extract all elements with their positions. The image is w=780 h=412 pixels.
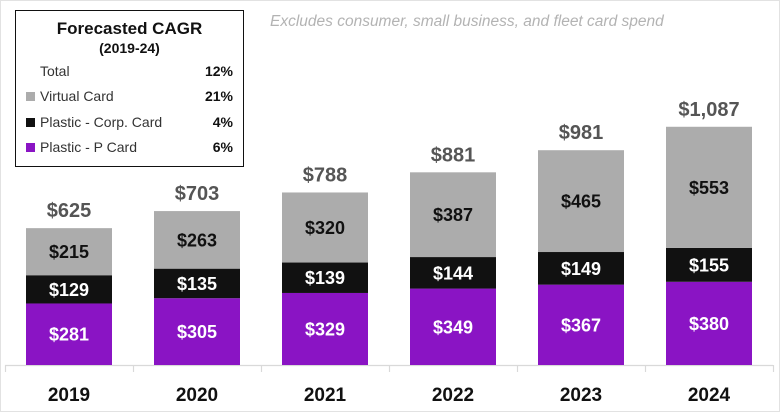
bar-segment-plastic-p-card bbox=[26, 303, 112, 365]
x-axis: 2019 2020 2021 2022 2023 2024 bbox=[4, 364, 775, 406]
total-data-label: $625 bbox=[47, 200, 92, 222]
bar-segment-plastic-corp-card bbox=[282, 262, 368, 293]
legend-label: Virtual Card bbox=[40, 88, 114, 104]
legend-label: Plastic - Corp. Card bbox=[40, 114, 163, 130]
segment-data-label: $149 bbox=[561, 259, 601, 279]
segment-data-label: $281 bbox=[49, 325, 89, 345]
total-data-label: $881 bbox=[431, 144, 476, 166]
segment-data-label: $387 bbox=[433, 205, 473, 225]
bar-segment-virtual-card bbox=[666, 126, 752, 248]
segment-data-label: $144 bbox=[433, 263, 473, 283]
bar-segment-virtual-card bbox=[410, 172, 496, 258]
bar-segment-plastic-corp-card bbox=[410, 257, 496, 289]
legend-swatch-corp-card bbox=[26, 118, 35, 127]
legend-subtitle: (2019-24) bbox=[99, 40, 160, 56]
bar-segment-plastic-p-card bbox=[538, 284, 624, 365]
bar-segment-plastic-corp-card bbox=[154, 268, 240, 299]
segment-data-label: $139 bbox=[305, 268, 345, 288]
total-data-label: $1,087 bbox=[678, 99, 739, 121]
bar-segment-plastic-p-card bbox=[410, 288, 496, 365]
x-tick-label: 2021 bbox=[304, 385, 347, 406]
x-tick-label: 2023 bbox=[560, 385, 602, 406]
bar-segment-plastic-p-card bbox=[154, 298, 240, 365]
segment-data-label: $155 bbox=[689, 255, 729, 275]
legend-swatch-virtual-card bbox=[26, 92, 35, 101]
x-tick-label: 2024 bbox=[688, 385, 731, 406]
segment-data-label: $329 bbox=[305, 319, 345, 339]
bar-segment-plastic-corp-card bbox=[538, 252, 624, 285]
x-tick-label: 2022 bbox=[432, 385, 474, 406]
segment-data-label: $380 bbox=[689, 314, 729, 334]
legend-value: 6% bbox=[212, 139, 233, 155]
legend-title: Forecasted CAGR bbox=[56, 19, 203, 38]
bar-segment-plastic-corp-card bbox=[666, 247, 752, 282]
legend-row-virtual-card: Virtual Card 21% bbox=[26, 86, 233, 106]
legend-label: Plastic - P Card bbox=[40, 139, 137, 155]
bar-segment-plastic-p-card bbox=[282, 292, 368, 365]
bar-segment-plastic-corp-card bbox=[26, 275, 112, 304]
legend-row-corp-card: Plastic - Corp. Card 4% bbox=[26, 112, 233, 132]
segment-data-label: $135 bbox=[177, 274, 217, 294]
segment-data-label: $129 bbox=[49, 280, 89, 300]
segment-data-label: $263 bbox=[177, 230, 217, 250]
total-data-label: $981 bbox=[559, 122, 604, 144]
bar-segment-plastic-p-card bbox=[666, 281, 752, 365]
segment-data-label: $305 bbox=[177, 322, 217, 342]
chart-note: Excludes consumer, small business, and f… bbox=[270, 13, 664, 30]
segment-data-label: $349 bbox=[433, 317, 473, 337]
segment-data-label: $320 bbox=[305, 218, 345, 238]
bar-segment-virtual-card bbox=[538, 150, 624, 253]
total-data-label: $703 bbox=[175, 183, 220, 205]
total-data-label: $788 bbox=[303, 164, 348, 186]
bars bbox=[26, 126, 752, 365]
segment-data-label: $215 bbox=[49, 242, 89, 262]
legend-row-p-card: Plastic - P Card 6% bbox=[26, 137, 233, 157]
segment-data-label: $553 bbox=[689, 178, 729, 198]
segment-data-label: $367 bbox=[561, 315, 601, 335]
bar-segment-virtual-card bbox=[26, 228, 112, 276]
legend-value: 21% bbox=[204, 88, 233, 104]
legend-swatch-p-card bbox=[26, 143, 35, 152]
legend-row-total: Total 12% bbox=[26, 61, 233, 81]
x-tick-label: 2019 bbox=[48, 385, 90, 406]
x-tick-label: 2020 bbox=[176, 385, 218, 406]
legend-value: 4% bbox=[212, 114, 233, 130]
legend-label: Total bbox=[40, 63, 70, 79]
legend-value: 12% bbox=[204, 63, 233, 79]
bar-segment-virtual-card bbox=[154, 211, 240, 269]
bar-segment-virtual-card bbox=[282, 192, 368, 263]
data-labels: $281 $129 $215 $625 $305 $135 $263 $703 $329 $139… bbox=[47, 99, 740, 345]
legend-cagr: Forecasted CAGR (2019-24) Total 12% Virt… bbox=[15, 10, 244, 167]
segment-data-label: $465 bbox=[561, 192, 601, 212]
